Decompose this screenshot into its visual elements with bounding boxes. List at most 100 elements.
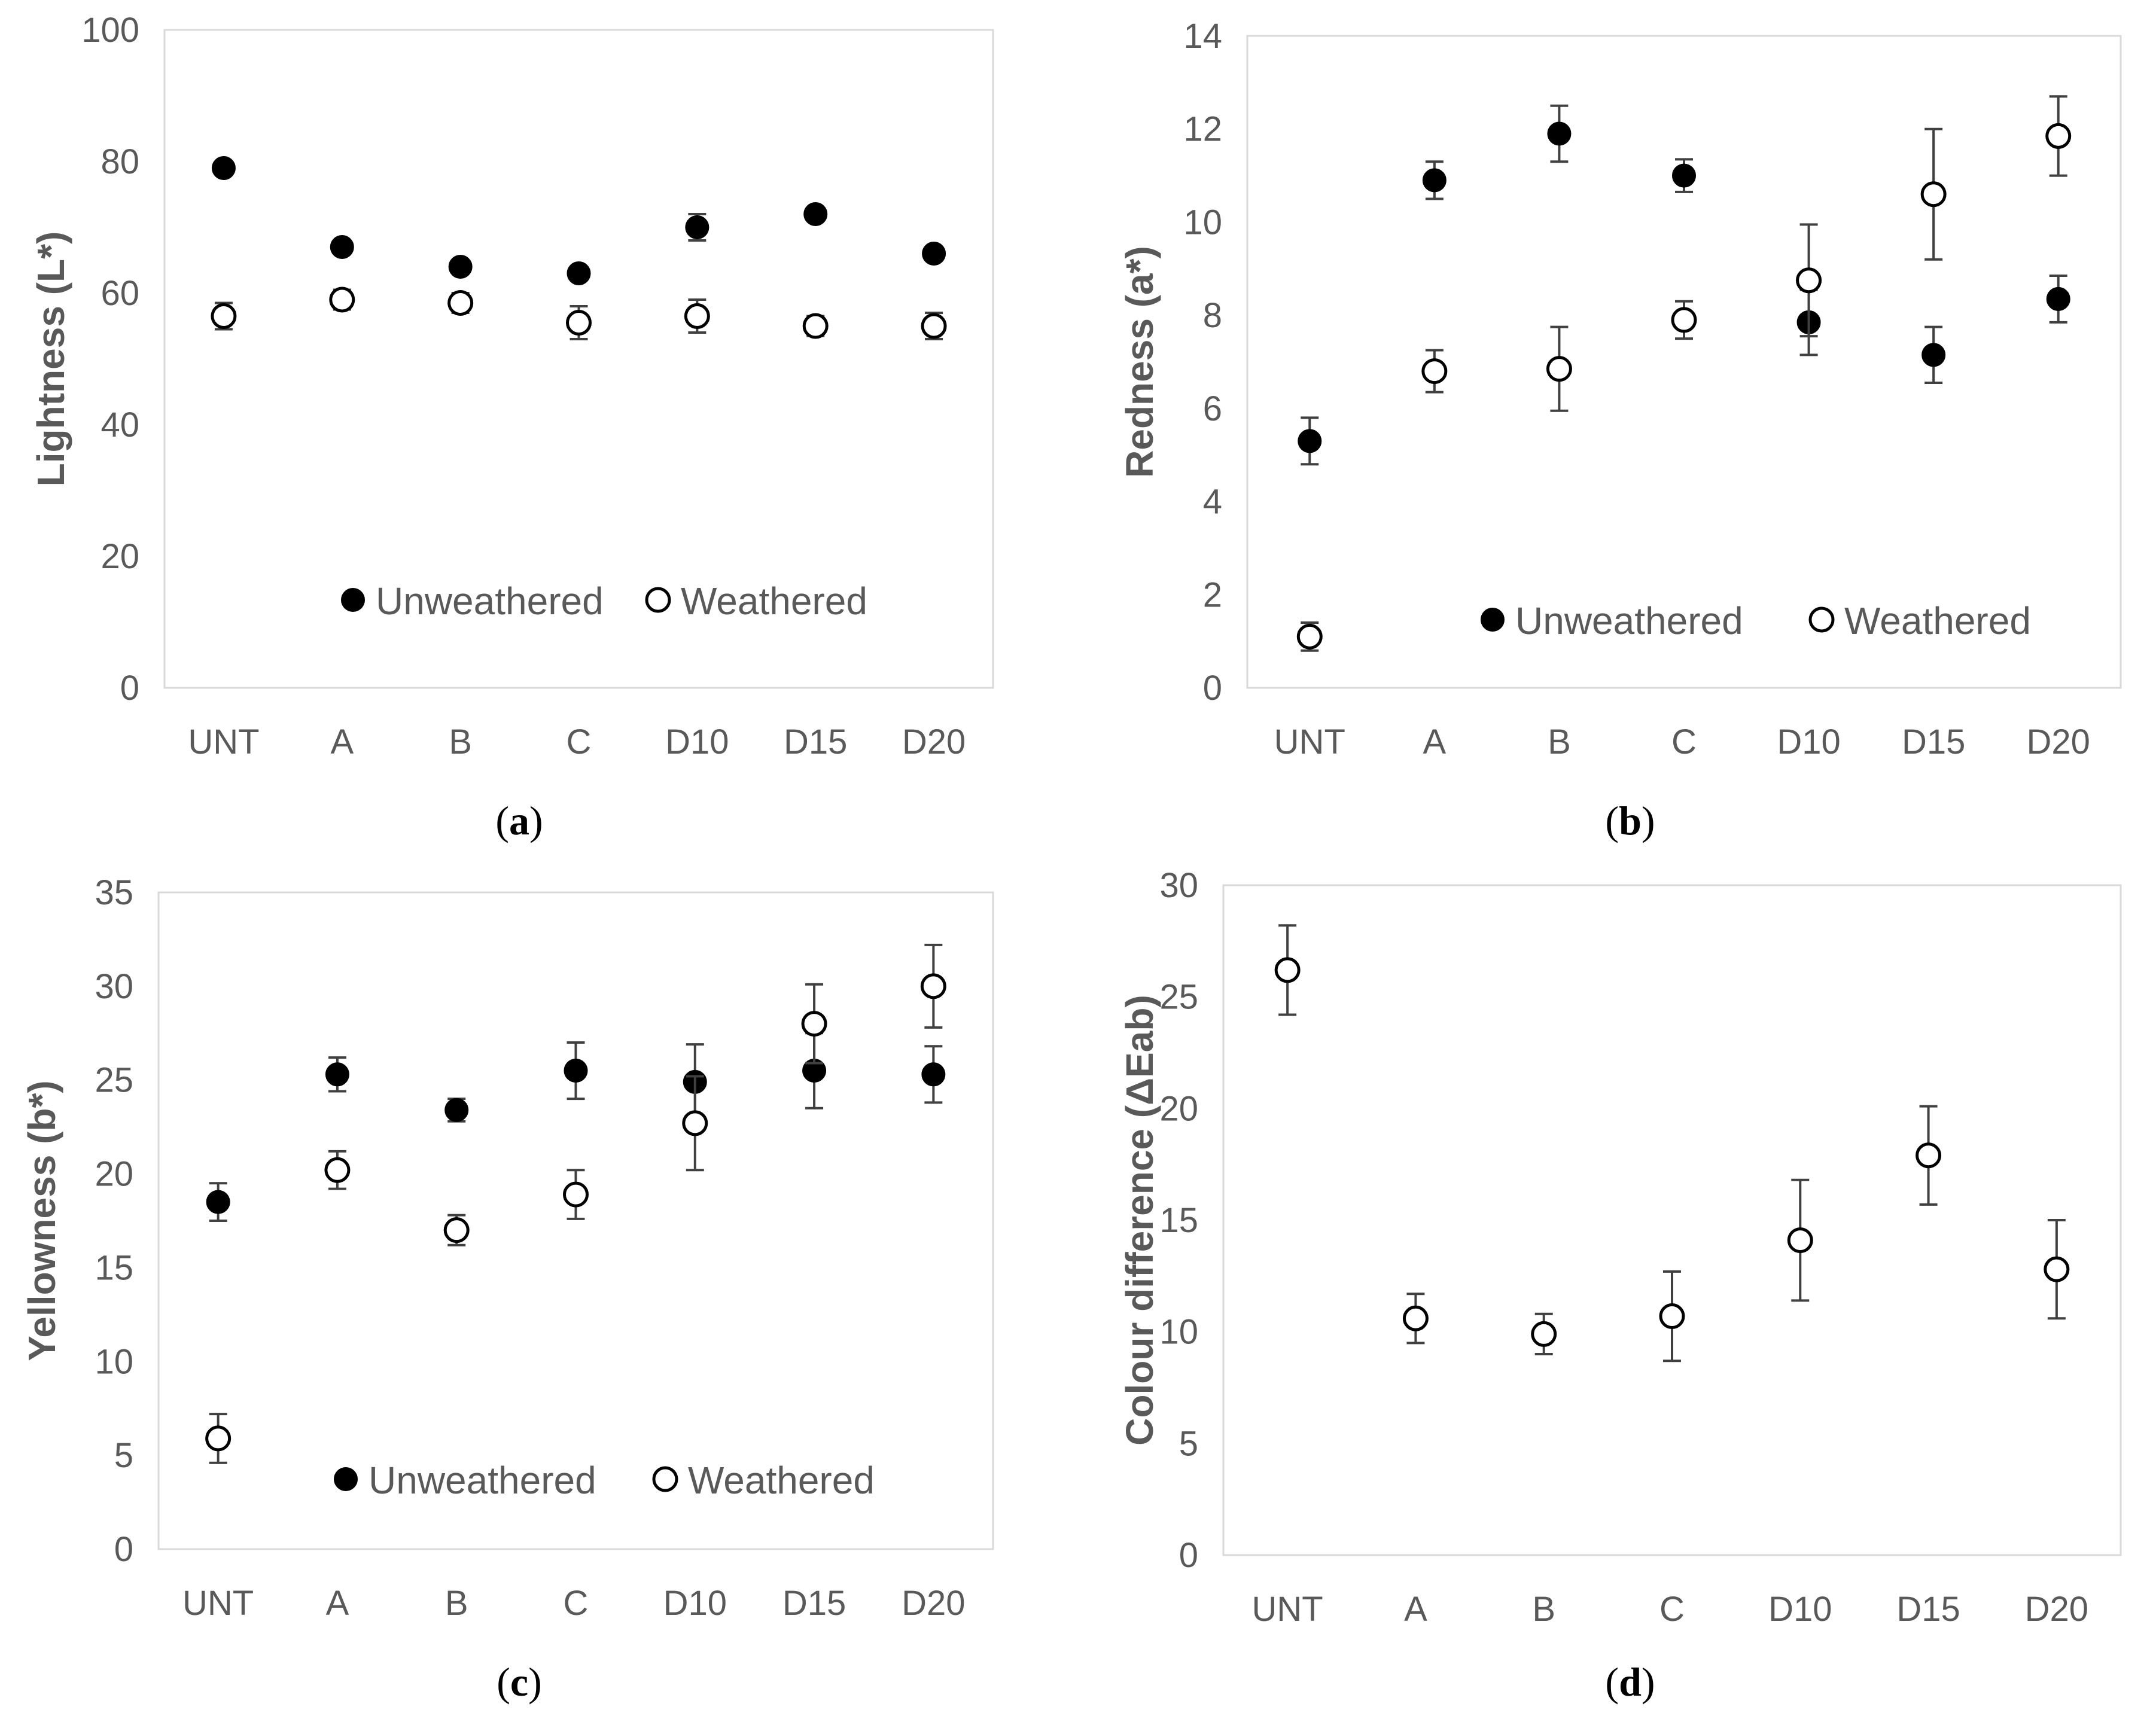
y-axis-title: Lightness (L*) — [29, 231, 72, 487]
x-tick-label: B — [1532, 1590, 1555, 1629]
data-point-weathered — [447, 290, 474, 316]
legend-marker — [341, 588, 365, 612]
y-tick-label: 5 — [1179, 1424, 1198, 1463]
y-tick-label: 0 — [120, 669, 139, 708]
legend-label: Unweathered — [369, 1459, 596, 1502]
x-tick-label: D15 — [1902, 723, 1965, 761]
data-point-weathered — [563, 1181, 589, 1208]
y-tick-label: 10 — [1159, 1313, 1198, 1352]
data-point-unweathered — [1921, 343, 1946, 367]
data-point-weathered — [1546, 356, 1572, 382]
data-point-weathered — [2044, 1256, 2070, 1282]
y-tick-label: 0 — [1179, 1536, 1198, 1575]
x-tick-label: D15 — [1896, 1590, 1960, 1629]
x-tick-label: D10 — [663, 1584, 727, 1623]
data-point-unweathered — [921, 1062, 946, 1087]
y-axis-title: Redness (a*) — [1118, 246, 1161, 478]
data-point-unweathered — [685, 215, 709, 239]
x-tick-label: C — [1671, 723, 1697, 761]
data-point-unweathered — [1422, 168, 1447, 193]
data-point-weathered — [1421, 358, 1448, 385]
plot-area — [157, 891, 994, 1550]
x-tick-label: C — [1659, 1590, 1685, 1629]
y-tick-label: 12 — [1183, 110, 1222, 149]
data-point-unweathered — [325, 1062, 349, 1087]
panel-label: (c) — [497, 1659, 542, 1705]
plot-area — [1222, 884, 2122, 1556]
y-tick-label: 80 — [101, 142, 139, 181]
y-tick-label: 5 — [114, 1436, 133, 1475]
legend-marker — [1481, 608, 1505, 632]
x-tick-label: D20 — [2027, 723, 2090, 761]
data-point-weathered — [802, 313, 829, 339]
data-point-weathered — [682, 1110, 708, 1136]
y-tick-label: 10 — [95, 1342, 133, 1381]
data-point-unweathered — [922, 242, 946, 266]
legend-marker — [652, 1466, 678, 1492]
x-tick-label: D15 — [784, 723, 847, 761]
legend-label: Unweathered — [1515, 599, 1743, 642]
x-tick-label: A — [330, 723, 354, 761]
data-point-unweathered — [206, 1190, 230, 1214]
data-point-weathered — [1671, 307, 1697, 333]
data-point-weathered — [211, 303, 237, 329]
panel-label: (d) — [1605, 1659, 1655, 1705]
data-point-weathered — [1296, 623, 1323, 650]
data-point-weathered — [1796, 267, 1822, 294]
panel-a: 0 20 40 60 80 100 UNT A B C D10 D15 D20 Lightness (L*… — [29, 11, 994, 843]
x-tick-label: C — [564, 1584, 589, 1623]
y-tick-label: 15 — [95, 1248, 133, 1287]
data-point-unweathered — [330, 235, 354, 259]
y-tick-label: 8 — [1203, 296, 1222, 335]
x-tick-label: B — [449, 723, 472, 761]
legend-label: Weathered — [1844, 599, 2031, 642]
data-point-weathered — [1787, 1227, 1813, 1254]
data-point-unweathered — [211, 156, 236, 180]
x-tick-label: UNT — [1252, 1590, 1323, 1629]
y-tick-label: 20 — [101, 537, 139, 576]
data-point-weathered — [1916, 1142, 1942, 1169]
x-tick-label: D10 — [1768, 1590, 1832, 1629]
data-point-weathered — [921, 313, 947, 339]
data-point-weathered — [801, 1011, 827, 1037]
y-tick-label: 0 — [1203, 669, 1222, 708]
x-tick-label: D10 — [665, 723, 729, 761]
x-tick-label: C — [567, 723, 592, 761]
y-tick-label: 14 — [1183, 17, 1222, 56]
y-tick-label: 35 — [95, 873, 133, 912]
y-tick-label: 60 — [101, 274, 139, 313]
y-tick-label: 0 — [114, 1530, 133, 1569]
data-point-weathered — [1402, 1305, 1429, 1331]
panel-d: 0 5 10 15 20 25 30 UNT A B C D10 D15 D20 Colour differ… — [1118, 866, 2122, 1705]
y-tick-label: 20 — [95, 1155, 133, 1194]
y-tick-label: 25 — [95, 1061, 133, 1100]
panel-b: 0 2 4 6 8 10 12 14 UNT A B C D10 D15 D20 Redness (a*) (b… — [1118, 17, 2122, 843]
data-point-unweathered — [567, 261, 591, 285]
legend-marker — [334, 1467, 358, 1491]
legend-marker — [1808, 606, 1835, 633]
plot-area — [163, 29, 994, 689]
panel-label: (b) — [1605, 798, 1655, 843]
data-point-unweathered — [1672, 163, 1696, 188]
data-point-unweathered — [444, 1098, 469, 1122]
data-point-weathered — [1531, 1321, 1557, 1347]
y-tick-label: 40 — [101, 406, 139, 444]
x-tick-label: A — [1404, 1590, 1427, 1629]
x-tick-label: D20 — [902, 723, 966, 761]
data-point-weathered — [566, 310, 592, 336]
y-tick-label: 2 — [1203, 575, 1222, 614]
data-point-weathered — [684, 303, 710, 329]
legend-label: Weathered — [688, 1459, 875, 1502]
data-point-weathered — [1920, 181, 1947, 208]
legend-label: Unweathered — [376, 580, 604, 623]
data-point-weathered — [324, 1157, 351, 1183]
data-point-unweathered — [803, 202, 828, 226]
x-tick-label: A — [326, 1584, 349, 1623]
data-point-weathered — [205, 1425, 232, 1452]
data-point-weathered — [920, 973, 946, 999]
x-tick-label: UNT — [188, 723, 259, 761]
data-point-weathered — [329, 286, 355, 313]
data-point-unweathered — [564, 1059, 588, 1083]
legend-label: Weathered — [681, 580, 867, 623]
